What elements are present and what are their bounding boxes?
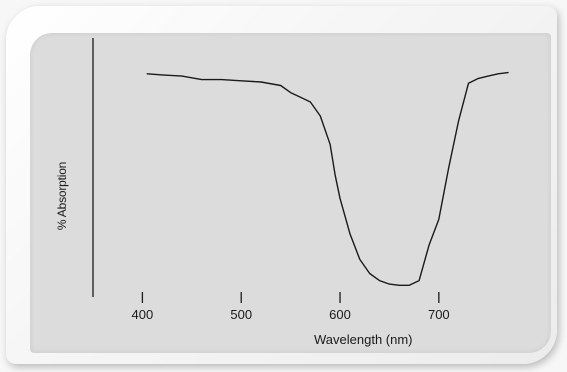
y-axis-label: % Absorption: [55, 161, 69, 231]
series-layer: [146, 71, 509, 286]
x-tick-label-600: 600: [329, 307, 351, 322]
x-tick-label-500: 500: [230, 307, 252, 322]
x-tick-label-700: 700: [428, 307, 450, 322]
absorption-series-line: [146, 71, 509, 286]
plot-panel: [30, 33, 551, 353]
x-ticks-layer: 400 500 600 700: [132, 292, 450, 322]
x-tick-label-400: 400: [132, 307, 154, 322]
x-axis-label: Wavelength (nm): [314, 332, 413, 347]
